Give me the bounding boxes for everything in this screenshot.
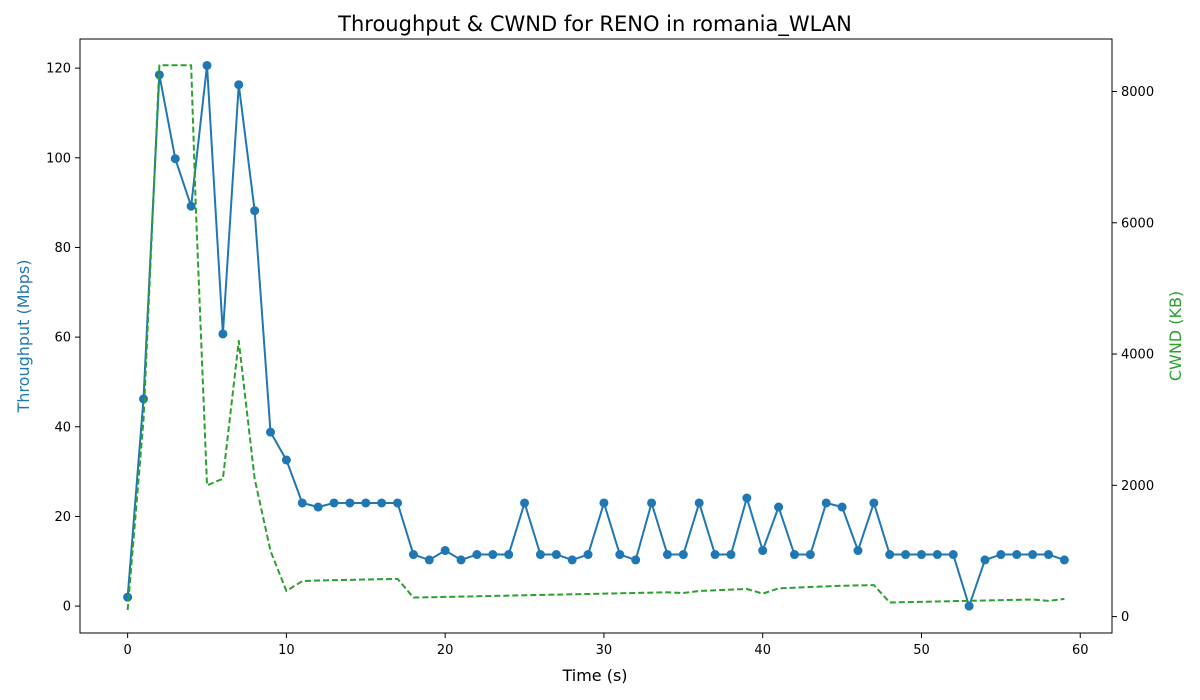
throughput-point: [329, 498, 339, 508]
axes: 0 10 20 30 40 50 60 0 20 40 60 80 100 120 0 2000 4000 600…: [46, 38, 1154, 658]
throughput-point: [313, 502, 323, 512]
y-left-tick-label: 0: [63, 600, 71, 615]
x-tick-label: 30: [596, 643, 613, 658]
throughput-point: [726, 550, 736, 560]
throughput-point: [901, 550, 911, 560]
throughput-point: [297, 498, 307, 508]
throughput-point: [932, 550, 942, 560]
throughput-point: [853, 546, 863, 556]
throughput-point: [377, 498, 387, 508]
y-right-tick-label: 0: [1121, 610, 1129, 625]
throughput-point: [281, 455, 291, 465]
throughput-point: [488, 550, 498, 560]
y-left-tick-label: 80: [54, 241, 71, 256]
throughput-point: [170, 154, 180, 164]
throughput-point: [837, 502, 847, 512]
throughput-point: [583, 550, 593, 560]
throughput-point: [567, 555, 577, 565]
throughput-point: [456, 555, 466, 565]
throughput-point: [520, 498, 530, 508]
throughput-point: [996, 550, 1006, 560]
throughput-point: [662, 550, 672, 560]
throughput-point: [805, 550, 815, 560]
throughput-point: [472, 550, 482, 560]
throughput-point: [202, 60, 212, 70]
throughput-point: [535, 550, 545, 560]
throughput-point: [631, 555, 641, 565]
y-right-tick-label: 6000: [1121, 216, 1154, 231]
y-right-tick-label: 4000: [1121, 348, 1154, 363]
plot-area: [123, 60, 1069, 611]
throughput-point: [599, 498, 609, 508]
throughput-point: [393, 498, 403, 508]
throughput-point: [821, 498, 831, 508]
throughput-series-line: [126, 64, 1065, 608]
throughput-point: [789, 550, 799, 560]
throughput-point: [123, 592, 133, 602]
throughput-point: [361, 498, 371, 508]
throughput-point: [186, 201, 196, 211]
y-left-tick-label: 20: [54, 510, 71, 525]
throughput-point: [1043, 550, 1053, 560]
x-tick-label: 60: [1072, 643, 1089, 658]
x-tick-label: 0: [123, 643, 131, 658]
y-left-tick-label: 120: [46, 62, 71, 77]
y-right-tick-label: 2000: [1121, 479, 1154, 494]
throughput-point: [440, 546, 450, 556]
y-right-tick-label: 8000: [1121, 85, 1154, 100]
x-tick-label: 20: [437, 643, 454, 658]
throughput-point: [234, 80, 244, 90]
throughput-point: [948, 550, 958, 560]
throughput-point: [647, 498, 657, 508]
chart-title: Throughput & CWND for RENO in romania_WL…: [337, 12, 852, 37]
throughput-point: [408, 550, 418, 560]
throughput-point: [218, 329, 228, 339]
y-axis-right-title: CWND (KB): [1166, 291, 1185, 381]
throughput-point: [678, 550, 688, 560]
throughput-point: [885, 550, 895, 560]
throughput-point: [964, 601, 974, 611]
throughput-point: [615, 550, 625, 560]
cwnd-series-line: [126, 64, 1065, 611]
y-axis-left-title: Throughput (Mbps): [14, 260, 33, 414]
throughput-point: [504, 550, 514, 560]
throughput-point: [774, 502, 784, 512]
throughput-point: [869, 498, 879, 508]
throughput-point: [694, 498, 704, 508]
x-tick-label: 50: [913, 643, 930, 658]
throughput-point: [1028, 550, 1038, 560]
throughput-point: [345, 498, 355, 508]
y-left-tick-label: 40: [54, 420, 71, 435]
throughput-point: [758, 546, 768, 556]
throughput-point: [1012, 550, 1022, 560]
throughput-point: [551, 550, 561, 560]
y-left-tick-label: 60: [54, 331, 71, 346]
throughput-point: [250, 206, 260, 216]
y-left-tick-label: 100: [46, 151, 71, 166]
throughput-point: [980, 555, 990, 565]
plot-frame: [79, 38, 1113, 634]
throughput-point: [710, 550, 720, 560]
x-tick-label: 10: [278, 643, 295, 658]
throughput-point: [742, 493, 752, 503]
x-tick-label: 40: [754, 643, 771, 658]
throughput-point: [916, 550, 926, 560]
throughput-point: [424, 555, 434, 565]
throughput-point: [1059, 555, 1069, 565]
throughput-point: [266, 427, 276, 437]
x-axis-title: Time (s): [561, 666, 627, 685]
